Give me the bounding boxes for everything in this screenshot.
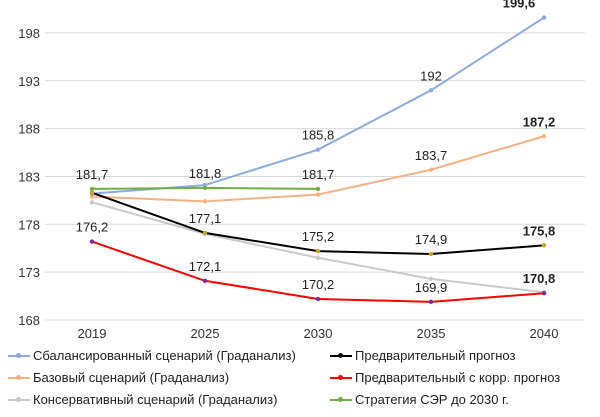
data-label: 181,7	[302, 167, 335, 182]
data-point	[315, 147, 321, 152]
data-point	[202, 278, 208, 283]
x-tick-label: 2030	[304, 326, 333, 341]
series-line	[91, 191, 545, 255]
y-tick-label: 193	[18, 74, 40, 89]
data-point	[315, 255, 321, 260]
data-point	[428, 251, 434, 257]
legend-swatch-icon	[8, 374, 30, 380]
data-point	[202, 199, 208, 204]
x-tick-label: 2040	[530, 326, 559, 341]
legend-label: Предварительный прогноз	[355, 348, 516, 363]
data-label: 183,7	[415, 148, 448, 163]
data-point	[428, 299, 434, 305]
data-label: 177,1	[189, 211, 222, 226]
y-tick-label: 173	[18, 265, 40, 280]
data-label: 174,9	[415, 232, 448, 247]
x-tick-label: 2025	[191, 326, 220, 341]
legend-item: Консервативный сценарий (Граданализ)	[8, 392, 277, 407]
legend-label: Консервативный сценарий (Граданализ)	[33, 392, 278, 407]
legend-swatch-icon	[8, 396, 30, 402]
data-label: 176,2	[76, 220, 109, 235]
data-point	[315, 296, 321, 302]
data-point	[541, 243, 547, 248]
legend-swatch-icon	[330, 374, 352, 380]
data-label: 170,2	[302, 277, 335, 292]
legend-item: Базовый сценарий (Граданализ)	[8, 370, 229, 385]
legend-swatch-icon	[330, 396, 352, 402]
data-point	[89, 239, 95, 244]
data-label: 169,9	[415, 280, 448, 295]
data-label: 175,8	[523, 223, 556, 238]
legend-item: Предварительный с корр. прогноз	[330, 370, 560, 385]
data-point	[428, 167, 434, 172]
legend-label: Стратегия СЭР до 2030 г.	[355, 392, 509, 407]
data-point	[541, 291, 547, 296]
legend-item: Стратегия СЭР до 2030 г.	[330, 392, 509, 407]
line-chart: 168 173 178 183 188 193 198 2019 2025 2030 2035 204…	[18, 0, 585, 341]
data-point	[541, 15, 547, 20]
data-point	[315, 186, 321, 192]
data-point	[315, 248, 321, 254]
data-label: 192	[420, 68, 442, 83]
data-point	[428, 88, 434, 93]
data-point	[428, 276, 434, 282]
data-label: 170,8	[523, 271, 556, 286]
y-tick-label: 188	[18, 122, 40, 137]
data-point	[202, 185, 208, 191]
data-label: 185,8	[302, 128, 335, 143]
data-point	[541, 134, 547, 139]
data-point	[89, 186, 95, 192]
legend-item: Предварительный прогноз	[330, 348, 515, 363]
legend-label: Базовый сценарий (Граданализ)	[33, 370, 230, 385]
y-tick-label: 168	[18, 313, 40, 328]
data-point	[315, 192, 321, 197]
legend-swatch-icon	[330, 352, 352, 358]
data-label: 181,7	[76, 167, 109, 182]
data-point	[89, 200, 95, 205]
y-tick-label: 198	[18, 26, 40, 41]
x-tick-label: 2019	[78, 326, 107, 341]
y-tick-label: 178	[18, 217, 40, 232]
x-tick-label: 2035	[417, 326, 446, 341]
data-label: 187,2	[523, 114, 556, 129]
data-label: 181,8	[189, 166, 222, 181]
legend-label: Сбалансированный сценарий (Граданализ)	[33, 348, 296, 363]
y-tick-label: 183	[18, 169, 40, 184]
data-label: 199,6	[503, 0, 536, 11]
data-label: 175,2	[302, 229, 335, 244]
data-point	[89, 190, 95, 195]
data-point	[202, 230, 208, 236]
data-label: 172,1	[189, 259, 222, 274]
legend-swatch-icon	[8, 352, 30, 358]
legend-item: Сбалансированный сценарий (Граданализ)	[8, 348, 296, 363]
legend-label: Предварительный с корр. прогноз	[355, 370, 561, 385]
